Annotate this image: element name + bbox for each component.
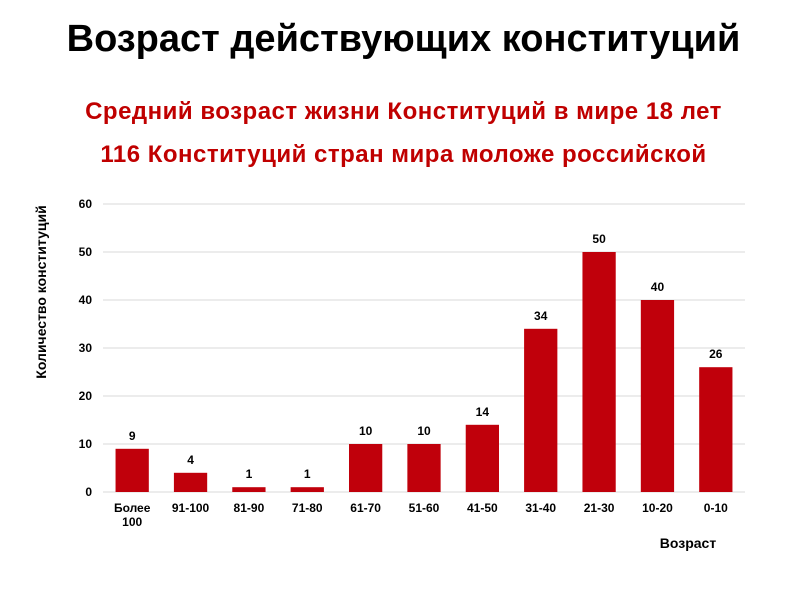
x-axis-label: Возраст <box>660 535 717 551</box>
data-label: 34 <box>534 309 548 323</box>
x-tick-labels: Более 100 91-100 81-90 71-80 61-70 51-60 41-50 3… <box>114 501 728 529</box>
x-tick-label: 81-90 <box>234 501 265 515</box>
x-tick-label: 0-10 <box>704 501 728 515</box>
chart-title: Возраст действующих конституций <box>66 18 741 60</box>
bar <box>349 444 383 492</box>
x-tick-label: 41-50 <box>467 501 498 515</box>
data-label: 10 <box>359 424 373 438</box>
x-tick-label: 31-40 <box>525 501 556 515</box>
y-tick-label: 50 <box>79 245 93 259</box>
gridlines <box>103 203 745 493</box>
bar <box>173 472 208 492</box>
bar <box>115 448 149 492</box>
data-label: 1 <box>304 467 311 481</box>
data-label: 26 <box>709 347 723 361</box>
x-tick-label: 61-70 <box>350 501 381 515</box>
subtitle-line-1: Средний возраст жизни Конституций в мире… <box>85 98 722 125</box>
bars <box>115 252 733 492</box>
bar <box>290 487 324 492</box>
bar <box>465 424 499 492</box>
data-label: 9 <box>129 429 136 443</box>
bar <box>524 328 558 492</box>
x-tick-label: 10-20 <box>642 501 673 515</box>
bar <box>640 300 675 492</box>
bar <box>582 252 616 492</box>
data-label: 10 <box>417 424 431 438</box>
bar <box>232 487 266 492</box>
data-labels: 9 4 1 1 10 10 14 34 50 40 26 <box>129 232 723 481</box>
x-tick-label: 71-80 <box>292 501 323 515</box>
y-tick-label: 10 <box>79 437 93 451</box>
data-label: 50 <box>592 232 606 246</box>
y-tick-label: 40 <box>79 293 93 307</box>
x-tick-label: 21-30 <box>584 501 615 515</box>
data-label: 14 <box>476 405 490 419</box>
bar <box>699 367 733 492</box>
x-tick-label: 91-100 <box>172 501 210 515</box>
x-tick-label: 51-60 <box>409 501 440 515</box>
data-label: 40 <box>651 280 665 294</box>
y-tick-label: 0 <box>85 485 92 499</box>
subtitle-line-2: 116 Конституций стран мира моложе россий… <box>100 141 707 168</box>
data-label: 1 <box>246 467 253 481</box>
x-tick-label: Более 100 <box>114 501 151 529</box>
y-tick-label: 30 <box>79 341 93 355</box>
y-tick-label: 60 <box>79 197 93 211</box>
y-axis-label: Количество конституций <box>33 205 49 378</box>
data-label: 4 <box>187 453 194 467</box>
bar <box>407 444 441 492</box>
y-tick-label: 20 <box>79 389 93 403</box>
y-tick-labels: 0 10 20 30 40 50 60 <box>79 197 93 499</box>
